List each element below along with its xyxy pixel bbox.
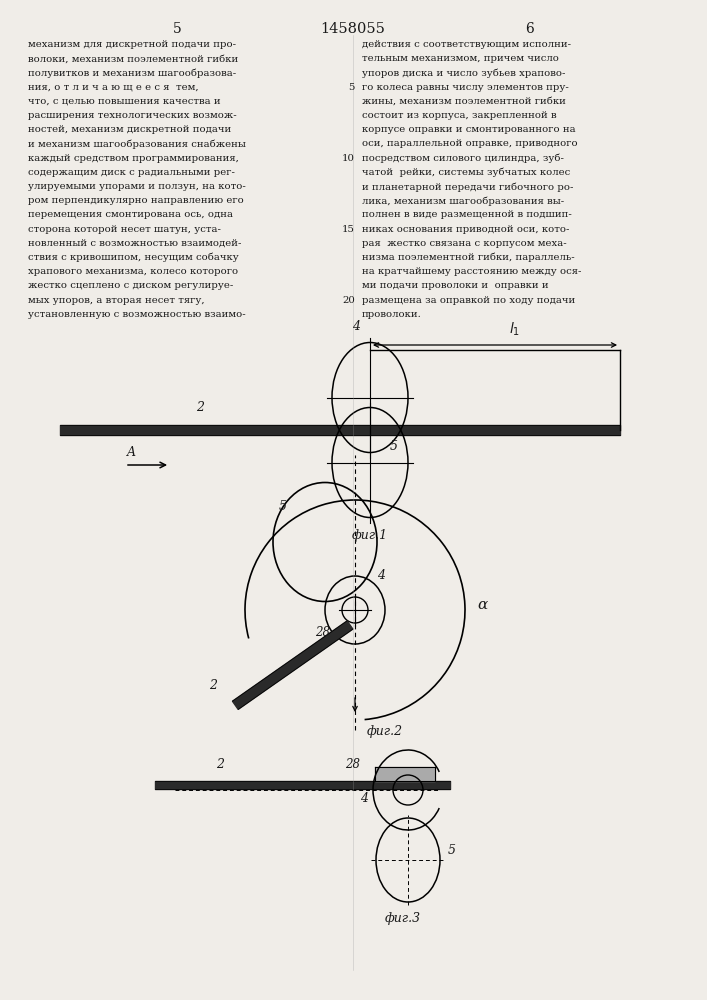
Text: перемещения смонтирована ось, одна: перемещения смонтирована ось, одна — [28, 210, 233, 219]
Text: 10: 10 — [342, 154, 355, 163]
Text: и планетарной передачи гибочного ро-: и планетарной передачи гибочного ро- — [362, 182, 573, 192]
Text: что, с целью повышения качества и: что, с целью повышения качества и — [28, 97, 221, 106]
Text: жины, механизм поэлементной гибки: жины, механизм поэлементной гибки — [362, 97, 566, 106]
Text: 5: 5 — [349, 83, 355, 92]
Text: 5: 5 — [390, 440, 398, 452]
Text: волоки, механизм поэлементной гибки: волоки, механизм поэлементной гибки — [28, 54, 238, 63]
Text: рая  жестко связана с корпусом меха-: рая жестко связана с корпусом меха- — [362, 239, 566, 248]
Text: расширения технологических возмож-: расширения технологических возмож- — [28, 111, 237, 120]
Text: 5: 5 — [448, 844, 456, 856]
Text: новленный с возможностью взаимодей-: новленный с возможностью взаимодей- — [28, 239, 241, 248]
Text: улируемыми упорами и ползун, на кото-: улируемыми упорами и ползун, на кото- — [28, 182, 246, 191]
Text: ром перпендикулярно направлению его: ром перпендикулярно направлению его — [28, 196, 244, 205]
Text: фиг.1: фиг.1 — [352, 530, 388, 542]
Text: ностей, механизм дискретной подачи: ностей, механизм дискретной подачи — [28, 125, 231, 134]
Text: проволоки.: проволоки. — [362, 310, 422, 319]
Text: механизм для дискретной подачи про-: механизм для дискретной подачи про- — [28, 40, 236, 49]
Text: действия с соответствующим исполни-: действия с соответствующим исполни- — [362, 40, 571, 49]
Text: низма поэлементной гибки, параллель-: низма поэлементной гибки, параллель- — [362, 253, 575, 262]
Text: го колеса равны числу элементов пру-: го колеса равны числу элементов пру- — [362, 83, 568, 92]
Text: ния, о т л и ч а ю щ е е с я  тем,: ния, о т л и ч а ю щ е е с я тем, — [28, 83, 199, 92]
Text: оси, параллельной оправке, приводного: оси, параллельной оправке, приводного — [362, 139, 578, 148]
Text: корпусе оправки и смонтированного на: корпусе оправки и смонтированного на — [362, 125, 575, 134]
Text: A: A — [127, 446, 136, 459]
Text: и механизм шагообразования снабжены: и механизм шагообразования снабжены — [28, 139, 246, 149]
Text: 5: 5 — [173, 22, 182, 36]
Text: на кратчайшему расстоянию между ося-: на кратчайшему расстоянию между ося- — [362, 267, 581, 276]
Text: мых упоров, а вторая несет тягу,: мых упоров, а вторая несет тягу, — [28, 296, 204, 305]
Text: состоит из корпуса, закрепленной в: состоит из корпуса, закрепленной в — [362, 111, 556, 120]
Text: тельным механизмом, причем число: тельным механизмом, причем число — [362, 54, 559, 63]
Text: 4: 4 — [377, 569, 385, 582]
Text: 4: 4 — [360, 792, 368, 804]
Text: посредством силового цилиндра, зуб-: посредством силового цилиндра, зуб- — [362, 154, 564, 163]
Polygon shape — [233, 621, 353, 709]
Text: храпового механизма, колесо которого: храпового механизма, колесо которого — [28, 267, 238, 276]
Text: ми подачи проволоки и  оправки и: ми подачи проволоки и оправки и — [362, 281, 549, 290]
Text: фиг.2: фиг.2 — [367, 725, 403, 738]
Text: сторона которой несет шатун, уста-: сторона которой несет шатун, уста- — [28, 225, 221, 234]
Text: 6: 6 — [525, 22, 534, 36]
Text: лика, механизм шагообразования вы-: лика, механизм шагообразования вы- — [362, 196, 564, 206]
Text: установленную с возможностью взаимо-: установленную с возможностью взаимо- — [28, 310, 245, 319]
Text: 28: 28 — [345, 758, 360, 770]
Text: размещена за оправкой по ходу подачи: размещена за оправкой по ходу подачи — [362, 296, 575, 305]
Text: α: α — [477, 598, 487, 612]
Text: чатой  рейки, системы зубчатых колес: чатой рейки, системы зубчатых колес — [362, 168, 571, 177]
Text: полнен в виде размещенной в подшип-: полнен в виде размещенной в подшип- — [362, 210, 572, 219]
Text: 5: 5 — [279, 500, 287, 514]
Text: 20: 20 — [342, 296, 355, 305]
Text: 15: 15 — [342, 225, 355, 234]
Text: 2: 2 — [209, 679, 217, 692]
Text: 4: 4 — [352, 320, 360, 332]
Text: 2: 2 — [216, 758, 224, 771]
Text: 2: 2 — [196, 401, 204, 414]
Text: жестко сцеплено с диском регулируе-: жестко сцеплено с диском регулируе- — [28, 281, 233, 290]
Text: упоров диска и число зубьев храпово-: упоров диска и число зубьев храпово- — [362, 68, 566, 78]
Text: содержащим диск с радиальными рег-: содержащим диск с радиальными рег- — [28, 168, 235, 177]
Text: полувитков и механизм шагообразова-: полувитков и механизм шагообразова- — [28, 68, 236, 78]
Text: ствия с кривошипом, несущим собачку: ствия с кривошипом, несущим собачку — [28, 253, 239, 262]
Text: 28: 28 — [315, 626, 330, 639]
Text: никах основания приводной оси, кото-: никах основания приводной оси, кото- — [362, 225, 569, 234]
Text: $l_1$: $l_1$ — [510, 321, 520, 338]
Text: фиг.3: фиг.3 — [385, 912, 421, 925]
Text: каждый средством программирования,: каждый средством программирования, — [28, 154, 239, 163]
Text: 1458055: 1458055 — [320, 22, 385, 36]
